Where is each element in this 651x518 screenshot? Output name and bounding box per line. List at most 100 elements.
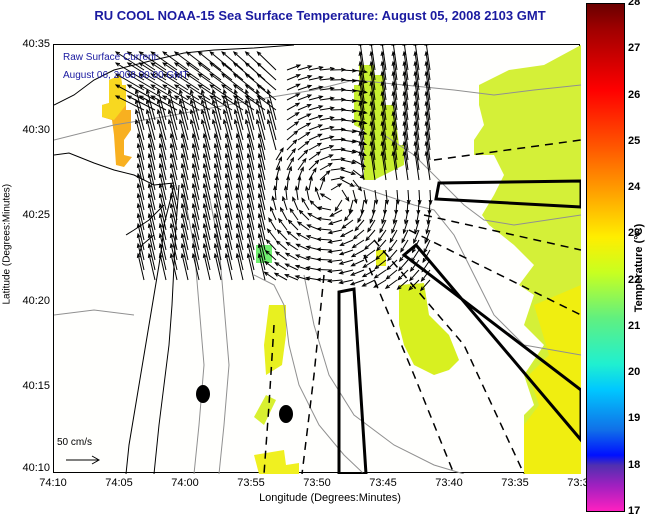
current-vector	[139, 51, 167, 71]
current-vector-head	[167, 108, 172, 115]
current-vector-head	[273, 185, 278, 191]
current-vector-head	[256, 51, 262, 56]
current-vector-head	[213, 202, 218, 209]
current-vector-head	[357, 186, 363, 192]
current-vector-head	[224, 172, 229, 179]
current-vector	[186, 84, 211, 101]
current-vector-head	[424, 90, 429, 96]
current-vector	[374, 269, 387, 279]
current-vector	[203, 233, 211, 261]
current-vector-head	[185, 95, 191, 100]
current-vector-head	[221, 84, 227, 89]
current-vector	[392, 121, 398, 151]
current-vector	[168, 99, 178, 131]
current-vector	[359, 111, 365, 141]
current-vector-head	[340, 107, 347, 112]
current-vector-head	[358, 90, 363, 96]
current-vector-head	[235, 192, 240, 199]
current-vector	[286, 102, 300, 111]
current-vector	[317, 228, 332, 231]
current-vector-head	[413, 100, 418, 106]
current-vector	[201, 119, 211, 151]
current-vector	[245, 84, 266, 101]
current-vector	[181, 233, 189, 261]
current-vector	[137, 233, 145, 261]
current-vector-head	[150, 84, 156, 89]
x-tick-label: 73:3	[567, 477, 589, 489]
current-vector-head	[362, 100, 368, 105]
current-vector	[319, 67, 334, 71]
current-vector	[192, 243, 200, 271]
current-vector	[223, 89, 233, 121]
current-vector-head	[352, 235, 358, 240]
current-vector-head	[326, 278, 333, 283]
current-vector	[258, 233, 266, 261]
current-vector-head	[235, 202, 240, 209]
current-vector	[351, 249, 365, 258]
current-vector-head	[380, 150, 385, 156]
current-vector	[170, 233, 178, 261]
current-vector	[137, 143, 145, 171]
current-vector	[359, 81, 365, 111]
current-vector-head	[369, 218, 374, 225]
current-vector-head	[358, 150, 363, 156]
current-vector-head	[180, 152, 185, 159]
current-vector-head	[362, 263, 368, 269]
current-vector	[236, 213, 244, 241]
current-vector-head	[301, 197, 306, 203]
current-vector	[381, 111, 387, 141]
current-vector	[258, 253, 266, 281]
current-vector-head	[391, 60, 396, 66]
current-vector-head	[358, 80, 363, 86]
current-vector	[425, 151, 431, 181]
current-vector-head	[246, 242, 251, 249]
current-vector	[286, 139, 297, 151]
current-vector	[137, 173, 145, 201]
current-vector	[297, 122, 311, 131]
current-vector-head	[191, 232, 196, 239]
current-vector-head	[369, 130, 374, 136]
y-tick-label: 40:20	[22, 295, 50, 307]
current-vector-head	[308, 175, 313, 181]
current-vector	[203, 203, 211, 231]
lane-south	[337, 287, 368, 474]
current-vector	[319, 77, 334, 81]
current-vector	[245, 119, 255, 151]
current-vector-head	[327, 259, 333, 264]
current-vector-head	[284, 274, 290, 278]
current-vector-head	[361, 282, 367, 287]
lane-southeast	[401, 242, 581, 443]
current-vector	[370, 111, 376, 141]
current-vector-head	[191, 172, 196, 179]
current-vector-head	[408, 276, 414, 282]
current-vector	[277, 229, 288, 241]
current-vector-head	[136, 202, 141, 209]
current-vector	[289, 208, 299, 221]
current-vector	[214, 143, 222, 171]
current-vector	[214, 183, 222, 211]
current-vector-head	[292, 196, 296, 202]
current-vector-head	[197, 84, 203, 89]
colorbar-title: Temperature (°C)	[633, 223, 645, 313]
current-vector	[190, 89, 200, 121]
current-vector	[162, 73, 189, 91]
current-vector	[319, 87, 334, 91]
current-vector	[403, 45, 409, 71]
shipping-lanes-dashed	[263, 139, 581, 474]
current-vector-head	[147, 242, 152, 249]
current-vector	[330, 138, 345, 141]
current-vector	[214, 233, 222, 261]
current-vector	[181, 213, 189, 241]
current-vector	[276, 240, 288, 251]
current-vector-head	[362, 69, 369, 74]
current-vector	[181, 153, 189, 181]
current-vector	[328, 279, 343, 282]
current-vector	[296, 243, 310, 251]
current-vector-head	[211, 88, 216, 95]
current-vector	[359, 91, 365, 121]
current-vector	[385, 279, 398, 289]
current-vector	[422, 249, 431, 263]
current-vector	[389, 229, 398, 243]
current-vector-head	[169, 242, 174, 249]
current-vector-head	[213, 232, 218, 239]
